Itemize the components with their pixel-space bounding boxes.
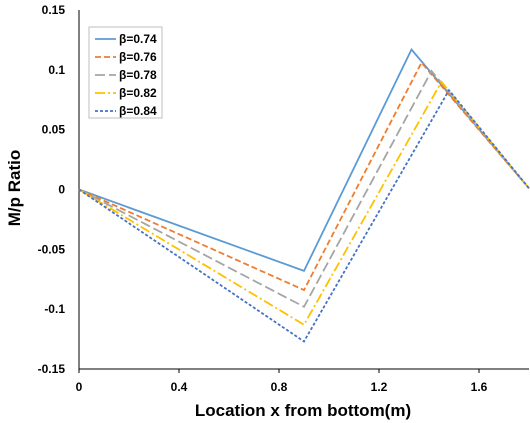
legend: β=0.74 β=0.76 β=0.78 β=0.82 β=0.84 <box>88 26 163 119</box>
legend-label: β=0.82 <box>119 86 157 100</box>
x-tick-label: 1.2 <box>371 380 388 394</box>
legend-box <box>88 26 163 119</box>
y-axis-title: M/p Ratio <box>5 150 24 227</box>
y-tick-label: 0.15 <box>42 3 66 17</box>
series-line-4 <box>78 88 530 343</box>
x-axis-title: Location x from bottom(m) <box>195 401 411 420</box>
y-tick-label: 0.05 <box>42 123 66 137</box>
series-lines <box>78 47 530 343</box>
x-axis-ticks: 0 0.4 0.8 1.2 1.6 <box>76 369 488 394</box>
legend-label: β=0.78 <box>119 68 157 82</box>
y-tick-label: 0 <box>58 183 65 197</box>
y-axis-ticks: -0.15 -0.1 -0.05 0 0.05 0.1 0.15 <box>38 3 66 376</box>
y-tick-label: 0.1 <box>48 63 65 77</box>
y-tick-label: -0.05 <box>38 242 66 256</box>
x-tick-label: 0.4 <box>171 380 188 394</box>
y-tick-label: -0.1 <box>44 302 65 316</box>
series-line-3 <box>78 80 530 326</box>
x-tick-label: 1.6 <box>471 380 488 394</box>
y-tick-label: -0.15 <box>38 362 66 376</box>
series-line-1 <box>78 61 530 292</box>
legend-label: β=0.76 <box>119 50 157 64</box>
x-tick-label: 0 <box>76 380 83 394</box>
legend-label: β=0.84 <box>119 104 157 118</box>
legend-label: β=0.74 <box>119 32 157 46</box>
x-tick-label: 0.8 <box>271 380 288 394</box>
